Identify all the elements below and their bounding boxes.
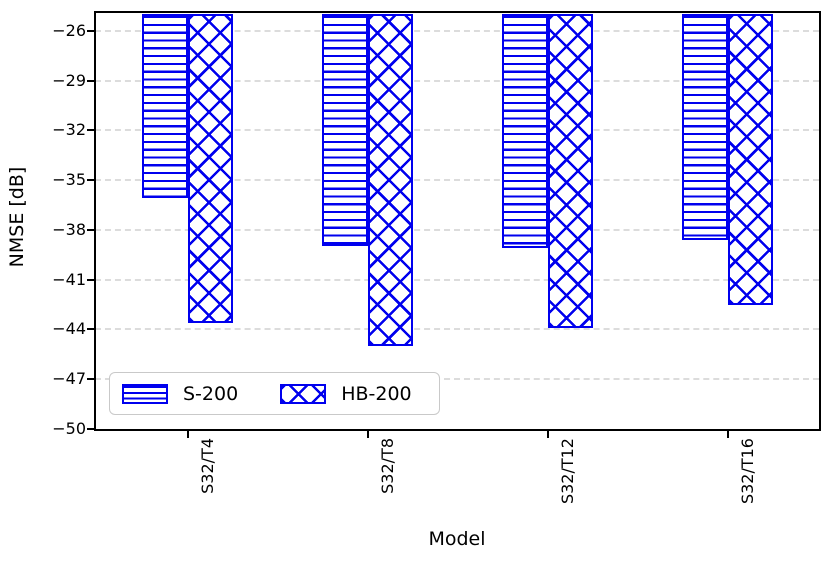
y-tick-label: −47 <box>52 369 86 389</box>
y-tick-label: −44 <box>52 319 86 339</box>
gridline <box>95 228 819 231</box>
bar-s-200-s32-t12 <box>502 13 548 249</box>
cross-hatch-icon <box>280 383 327 404</box>
y-axis-title: NMSE [dB] <box>6 166 28 268</box>
y-tick <box>87 378 94 381</box>
y-tick-label: −32 <box>52 120 86 140</box>
legend-item-hb-200: HB-200 <box>280 382 412 405</box>
x-axis-title: Model <box>428 528 486 550</box>
x-tick <box>726 430 729 438</box>
y-tick <box>87 79 94 82</box>
y-tick-label: −26 <box>52 20 86 40</box>
gridline <box>95 179 819 182</box>
gridline <box>95 378 819 381</box>
horizontal-lines-hatch-icon <box>122 383 168 404</box>
y-tick <box>87 129 94 132</box>
x-tick-label: S32/T4 <box>197 438 217 494</box>
bar-hb-200-s32-t8 <box>367 13 413 347</box>
y-tick-label: −41 <box>52 269 86 289</box>
bar-s-200-s32-t4 <box>142 13 188 199</box>
y-tick-label: −50 <box>52 419 86 438</box>
legend: S-200 HB-200 <box>109 372 440 415</box>
y-tick-label: −38 <box>52 219 86 239</box>
bar-s-200-s32-t16 <box>682 13 728 240</box>
x-tick-label: S32/T12 <box>557 438 577 505</box>
y-tick <box>87 179 94 182</box>
legend-item-s-200: S-200 <box>122 383 238 405</box>
gridline <box>95 278 819 281</box>
bar-hb-200-s32-t12 <box>547 13 593 328</box>
legend-label: HB-200 <box>341 382 412 405</box>
x-tick <box>366 430 369 438</box>
y-tick-label: −35 <box>52 170 86 190</box>
x-tick <box>186 430 189 438</box>
bar-hb-200-s32-t4 <box>187 13 233 323</box>
bar-hb-200-s32-t16 <box>727 13 773 305</box>
y-tick <box>87 29 94 32</box>
x-tick-label: S32/T8 <box>377 438 397 494</box>
bar-s-200-s32-t8 <box>322 13 368 247</box>
y-tick <box>87 228 94 231</box>
gridline <box>95 79 819 82</box>
y-tick <box>87 328 94 331</box>
x-tick <box>546 430 549 438</box>
legend-label: S-200 <box>183 382 239 405</box>
x-tick-label: S32/T16 <box>737 438 757 505</box>
y-tick-label: −29 <box>52 70 86 90</box>
y-tick <box>87 428 94 430</box>
gridline <box>95 328 819 331</box>
gridline <box>95 129 819 132</box>
y-tick <box>87 278 94 281</box>
gridline <box>95 29 819 32</box>
